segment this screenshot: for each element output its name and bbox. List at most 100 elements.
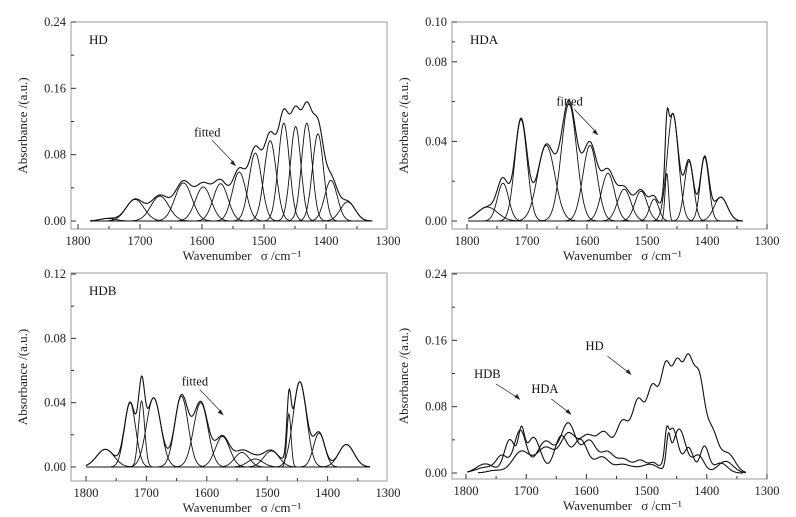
x-tick-label: 1500 bbox=[634, 484, 659, 498]
x-tick-label: 1800 bbox=[66, 234, 91, 248]
component-peak bbox=[86, 402, 370, 468]
annotation-fitted: fitted bbox=[182, 375, 209, 389]
annotation-hdb: HDB bbox=[474, 367, 500, 381]
x-axis-unit: σ /cm⁻¹ bbox=[641, 248, 682, 263]
x-axis-label: Wavenumber bbox=[563, 248, 633, 263]
panel-hda: 1800 1700 1600 1500 1400 1300 0.00 0.04 0.08 0.10… bbox=[396, 15, 780, 263]
y-tick-label: 0.08 bbox=[44, 331, 66, 345]
x-tick-label: 1300 bbox=[376, 486, 401, 500]
x-tick-label: 1700 bbox=[134, 486, 159, 500]
x-tick-label: 1700 bbox=[514, 484, 539, 498]
panel-label: HD bbox=[89, 32, 108, 47]
y-tick-label: 0.16 bbox=[44, 81, 66, 95]
component-peak bbox=[86, 402, 370, 468]
x-tick-label: 1300 bbox=[755, 234, 780, 248]
component-peak bbox=[90, 186, 373, 222]
panel-comparison: 1800 1700 1600 1500 1400 1300 0.00 0.08 0.16 0.24… bbox=[396, 267, 780, 513]
y-axis-label: Absorbance /(a.u.) bbox=[15, 329, 30, 425]
arrow-head bbox=[592, 129, 599, 136]
annotation-fitted: fitted bbox=[556, 94, 583, 108]
series-line-hdb bbox=[467, 425, 746, 474]
component-peak bbox=[90, 183, 373, 222]
component-peak bbox=[86, 444, 370, 468]
x-tick-label: 1800 bbox=[454, 484, 479, 498]
annotation-arrow bbox=[495, 383, 519, 399]
annotation-arrow bbox=[211, 139, 235, 164]
panel-label: HDB bbox=[89, 283, 117, 298]
x-axis-unit: σ /cm⁻¹ bbox=[641, 498, 682, 513]
y-tick-label: 0.12 bbox=[44, 267, 66, 281]
x-tick-label: 1400 bbox=[314, 234, 339, 248]
x-tick-label: 1600 bbox=[575, 234, 600, 248]
x-axis-unit: σ /cm⁻¹ bbox=[261, 500, 302, 515]
component-peak bbox=[86, 400, 370, 468]
series-line-hd bbox=[477, 353, 747, 474]
y-axis-label: Absorbance /(a.u.) bbox=[396, 77, 411, 173]
x-axis-unit: σ /cm⁻¹ bbox=[261, 248, 302, 263]
annotation-arrow bbox=[574, 109, 597, 133]
annotation-arrow bbox=[199, 389, 223, 413]
panel-label: HDA bbox=[470, 32, 499, 47]
x-tick-label: 1700 bbox=[515, 234, 540, 248]
y-tick-label: 0.00 bbox=[425, 466, 447, 480]
y-tick-label: 0.04 bbox=[44, 396, 67, 410]
annotation-hd: HD bbox=[586, 339, 604, 353]
component-peak bbox=[90, 201, 373, 222]
x-tick-label: 1500 bbox=[252, 234, 277, 248]
fitted-curve bbox=[468, 99, 743, 222]
x-tick-label: 1500 bbox=[635, 234, 660, 248]
y-tick-label: 0.08 bbox=[425, 55, 447, 69]
arrow-head bbox=[565, 408, 572, 415]
fitted-curve bbox=[85, 375, 370, 468]
panel-hdb: 1800 1700 1600 1500 1400 1300 0.00 0.04 0.08 0.12… bbox=[15, 267, 401, 515]
x-tick-label: 1300 bbox=[755, 484, 780, 498]
y-tick-label: 0.24 bbox=[425, 267, 448, 281]
panel-hd: 1800 1700 1600 1500 1400 1300 0.00 0.08 0.16 0.24… bbox=[15, 15, 401, 263]
component-peak bbox=[86, 397, 370, 468]
y-tick-label: 0.04 bbox=[425, 134, 448, 148]
component-peak bbox=[86, 432, 370, 468]
x-axis-label: Wavenumber bbox=[183, 500, 253, 515]
fitted-curve bbox=[90, 101, 373, 222]
x-tick-label: 1700 bbox=[128, 234, 153, 248]
component-peak bbox=[90, 198, 373, 222]
annotation-arrow bbox=[607, 355, 630, 374]
component-peak bbox=[86, 412, 370, 468]
annotation-fitted: fitted bbox=[194, 125, 221, 139]
plot-frame bbox=[451, 21, 768, 230]
x-tick-label: 1500 bbox=[255, 486, 280, 500]
y-tick-label: 0.00 bbox=[425, 214, 447, 228]
arrow-head bbox=[514, 394, 521, 401]
y-tick-label: 0.08 bbox=[425, 400, 447, 414]
component-peak bbox=[468, 196, 743, 222]
y-tick-label: 0.10 bbox=[425, 15, 447, 29]
series-line-hda bbox=[467, 422, 743, 474]
x-axis-label: Wavenumber bbox=[563, 498, 633, 513]
x-axis-label: Wavenumber bbox=[183, 248, 253, 263]
component-peak bbox=[90, 182, 373, 222]
x-tick-label: 1600 bbox=[194, 486, 219, 500]
x-tick-label: 1600 bbox=[190, 234, 215, 248]
arrow-head bbox=[230, 160, 237, 167]
plot-frame bbox=[70, 272, 388, 482]
component-peak bbox=[90, 125, 373, 222]
y-tick-label: 0.00 bbox=[44, 460, 66, 474]
y-axis-label: Absorbance /(a.u.) bbox=[15, 77, 30, 173]
plot-frame bbox=[70, 21, 388, 230]
x-tick-label: 1300 bbox=[376, 234, 401, 248]
x-tick-label: 1400 bbox=[695, 234, 720, 248]
y-tick-label: 0.00 bbox=[44, 214, 66, 228]
y-tick-label: 0.08 bbox=[44, 148, 66, 162]
annotation-arrow bbox=[551, 398, 570, 414]
y-tick-label: 0.16 bbox=[425, 333, 447, 347]
x-tick-label: 1600 bbox=[574, 484, 599, 498]
arrow-head bbox=[217, 409, 224, 416]
x-tick-label: 1800 bbox=[74, 486, 99, 500]
x-tick-label: 1400 bbox=[315, 486, 340, 500]
plot-frame bbox=[451, 272, 768, 480]
annotation-hda: HDA bbox=[531, 382, 558, 396]
y-axis-label: Absorbance /(a.u.) bbox=[396, 328, 411, 424]
y-tick-label: 0.24 bbox=[44, 15, 67, 29]
x-tick-label: 1800 bbox=[455, 234, 480, 248]
